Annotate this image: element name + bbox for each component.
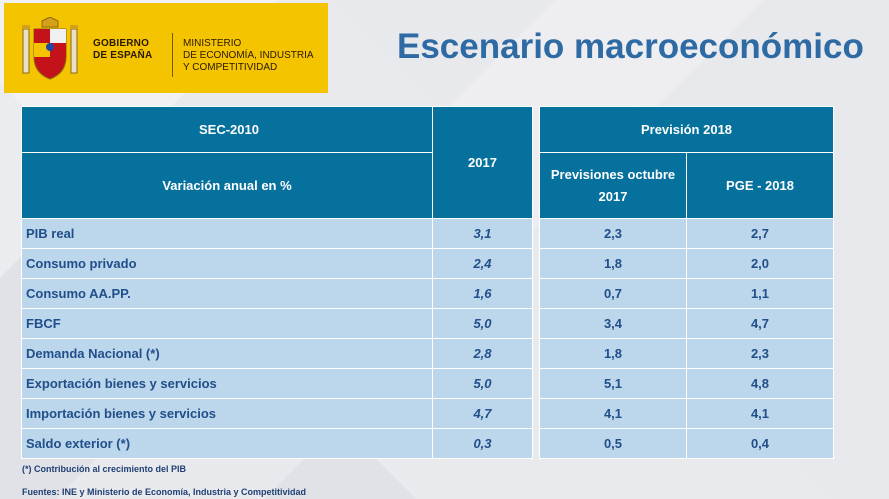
value-2017: 4,7 <box>432 398 533 429</box>
value-pge: 4,7 <box>686 308 834 339</box>
row-label: Exportación bienes y servicios <box>21 368 433 399</box>
value-pge: 4,8 <box>686 368 834 399</box>
header-previsiones: Previsiones octubre 2017 <box>539 152 687 219</box>
value-pge: 4,1 <box>686 398 834 429</box>
table-row: 5,1 4,8 <box>539 368 834 399</box>
header-pge: PGE - 2018 <box>686 152 834 219</box>
value-2017: 2,4 <box>432 248 533 279</box>
value-2017: 3,1 <box>432 218 533 249</box>
table-row: Consumo privado 2,4 <box>21 248 533 279</box>
row-label: Consumo AA.PP. <box>21 278 433 309</box>
value-previsiones: 1,8 <box>539 338 687 369</box>
table-row: 3,4 4,7 <box>539 308 834 339</box>
table-row: Consumo AA.PP. 1,6 <box>21 278 533 309</box>
value-pge: 2,7 <box>686 218 834 249</box>
sec2010-table: SEC-2010 2017 Variación anual en % PIB r… <box>21 106 533 459</box>
value-previsiones: 0,5 <box>539 428 687 459</box>
value-pge: 2,0 <box>686 248 834 279</box>
table-row: 1,8 2,0 <box>539 248 834 279</box>
table-row: 4,1 4,1 <box>539 398 834 429</box>
table-row: 0,7 1,1 <box>539 278 834 309</box>
value-2017: 0,3 <box>432 428 533 459</box>
value-previsiones: 1,8 <box>539 248 687 279</box>
table-row: PIB real 3,1 <box>21 218 533 249</box>
value-2017: 1,6 <box>432 278 533 309</box>
row-label: Demanda Nacional (*) <box>21 338 433 369</box>
value-previsiones: 2,3 <box>539 218 687 249</box>
footnote: (*) Contribución al crecimiento del PIB <box>22 464 187 474</box>
row-label: FBCF <box>21 308 433 339</box>
value-2017: 5,0 <box>432 308 533 339</box>
table-row: 0,5 0,4 <box>539 428 834 459</box>
table-row: Exportación bienes y servicios 5,0 <box>21 368 533 399</box>
table-row: FBCF 5,0 <box>21 308 533 339</box>
table-row: Importación bienes y servicios 4,7 <box>21 398 533 429</box>
table-row: 2,3 2,7 <box>539 218 834 249</box>
row-label: Importación bienes y servicios <box>21 398 433 429</box>
header-variacion: Variación anual en % <box>21 152 433 219</box>
table-row: Demanda Nacional (*) 2,8 <box>21 338 533 369</box>
header-prevision-2018: Previsión 2018 <box>539 106 834 153</box>
government-label: GOBIERNO DE ESPAÑA <box>93 38 153 61</box>
ministry-label: MINISTERIO DE ECONOMÍA, INDUSTRIA Y COMP… <box>183 38 314 73</box>
value-2017: 5,0 <box>432 368 533 399</box>
row-label: Saldo exterior (*) <box>21 428 433 459</box>
coat-of-arms-icon <box>22 17 78 80</box>
header-year-2017: 2017 <box>432 106 533 219</box>
value-2017: 2,8 <box>432 338 533 369</box>
value-pge: 0,4 <box>686 428 834 459</box>
table-row: Saldo exterior (*) 0,3 <box>21 428 533 459</box>
value-pge: 2,3 <box>686 338 834 369</box>
value-previsiones: 5,1 <box>539 368 687 399</box>
prevision-table: Previsión 2018 Previsiones octubre 2017 … <box>539 106 834 459</box>
value-pge: 1,1 <box>686 278 834 309</box>
sources-note: Fuentes: INE y Ministerio de Economía, I… <box>22 487 307 497</box>
government-header: GOBIERNO DE ESPAÑA MINISTERIO DE ECONOMÍ… <box>4 3 328 93</box>
row-label: Consumo privado <box>21 248 433 279</box>
page-title: Escenario macroeconómico <box>397 27 864 66</box>
value-previsiones: 0,7 <box>539 278 687 309</box>
row-label: PIB real <box>21 218 433 249</box>
value-previsiones: 3,4 <box>539 308 687 339</box>
header-sec2010: SEC-2010 <box>21 106 433 153</box>
header-divider <box>172 33 173 77</box>
value-previsiones: 4,1 <box>539 398 687 429</box>
table-row: 1,8 2,3 <box>539 338 834 369</box>
